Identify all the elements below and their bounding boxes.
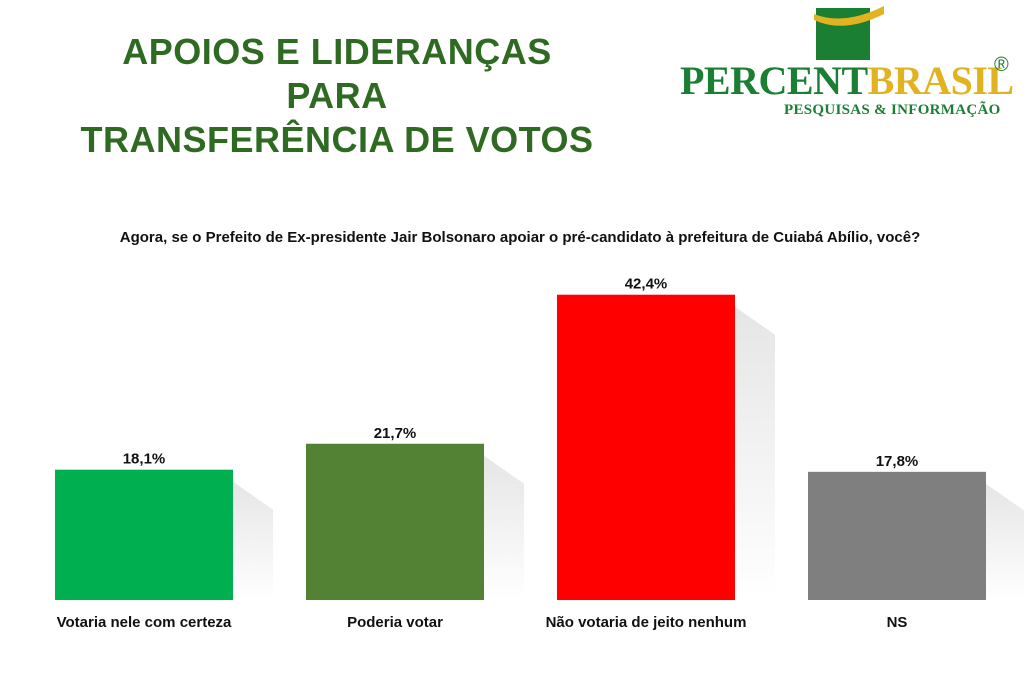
page-title-line-2: TRANSFERÊNCIA DE VOTOS <box>80 119 594 160</box>
bar-shadow <box>484 455 524 600</box>
bar-shadow <box>735 306 775 600</box>
registered-mark: ® <box>994 54 1009 76</box>
bar <box>808 471 986 600</box>
chart-title: Agora, se o Prefeito de Ex-presidente Ja… <box>119 229 921 246</box>
category-label: Votaria nele com certeza <box>57 614 232 631</box>
data-label: 17,8% <box>876 453 919 470</box>
category-label: Não votaria de jeito nenhum <box>546 614 747 631</box>
category-label: Poderia votar <box>347 614 443 631</box>
logo-word-percent: PERCENT <box>680 58 868 103</box>
page-title-line-1: APOIOS E LIDERANÇAS PARA <box>122 31 552 116</box>
logo-word-brasil: BRASIL <box>867 58 1014 103</box>
logo-flag-icon <box>814 6 884 60</box>
bar-shadow <box>233 481 273 600</box>
bar <box>557 294 735 600</box>
logo-wordmark: PERCENTBRASIL <box>680 58 1014 104</box>
data-label: 18,1% <box>123 451 166 468</box>
data-label: 21,7% <box>374 425 417 442</box>
bar-shadow <box>986 483 1024 600</box>
bar <box>306 443 484 600</box>
page-title: APOIOS E LIDERANÇAS PARA TRANSFERÊNCIA D… <box>72 30 602 162</box>
bar <box>55 469 233 600</box>
percentbrasil-logo: PERCENTBRASIL ® PESQUISAS & INFORMAÇÃO <box>676 4 1016 124</box>
category-label: NS <box>887 614 908 631</box>
data-label: 42,4% <box>625 276 668 293</box>
logo-tagline: PESQUISAS & INFORMAÇÃO <box>784 102 1001 118</box>
